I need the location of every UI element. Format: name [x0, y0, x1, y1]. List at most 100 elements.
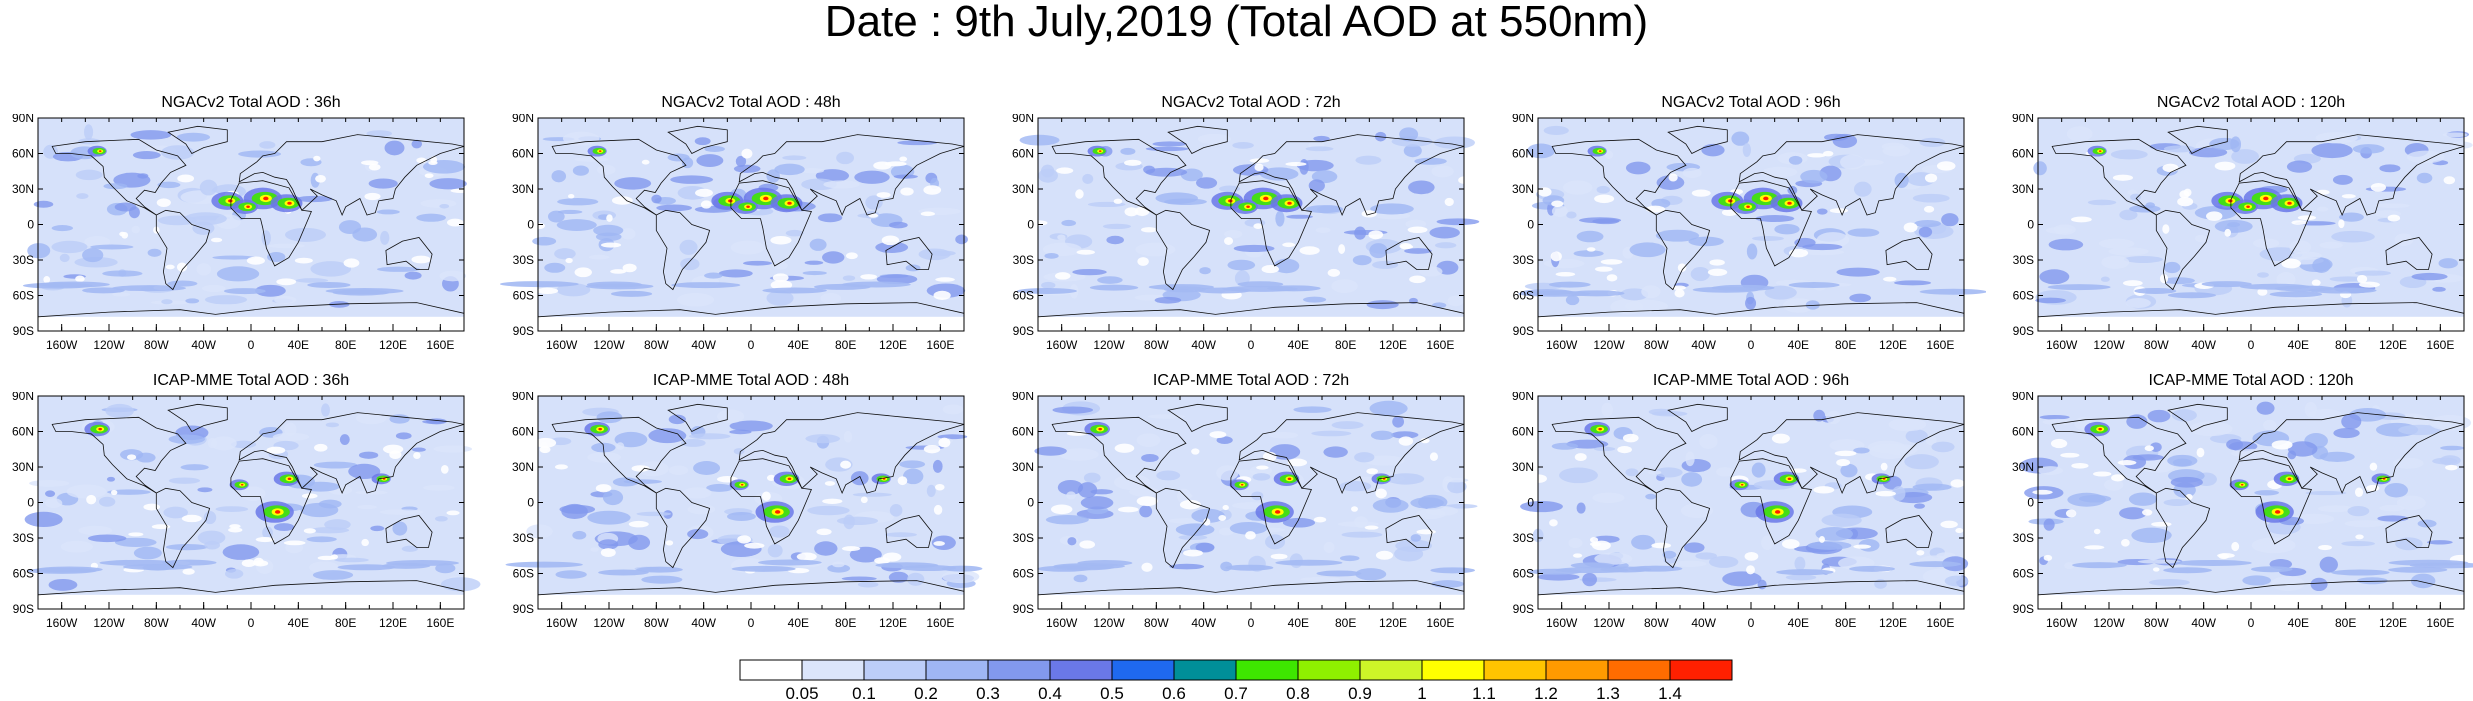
colorbar-label: 1.2	[1534, 684, 1558, 701]
lat-tick-label: 0	[1027, 218, 1034, 232]
lat-tick-label: 30N	[12, 460, 34, 474]
lon-tick-label: 160E	[2426, 616, 2454, 630]
lat-tick-label: 30S	[13, 253, 34, 267]
lat-tick-label: 30N	[2012, 182, 2034, 196]
lon-tick-label: 160E	[1426, 338, 1454, 352]
lon-tick-label: 160W	[1546, 338, 1578, 352]
lon-tick-label: 120E	[879, 616, 907, 630]
colorbar-swatch	[863, 659, 927, 681]
panel-title: ICAP-MME Total AOD : 96h	[1652, 372, 1850, 389]
lon-tick-label: 160W	[1046, 616, 1078, 630]
lon-tick-label: 80W	[644, 616, 669, 630]
lat-tick-label: 60N	[12, 425, 34, 439]
lon-tick-label: 40W	[1691, 616, 1716, 630]
lat-tick-label: 90N	[512, 392, 534, 403]
lon-tick-label: 80W	[1644, 338, 1669, 352]
lon-tick-label: 120E	[2379, 338, 2407, 352]
lat-tick-label: 90N	[12, 392, 34, 403]
colorbar-label: 0.1	[852, 684, 876, 701]
colorbar-swatch	[1421, 659, 1485, 681]
figure-title: Date : 9th July,2019 (Total AOD at 550nm…	[824, 0, 1649, 46]
lon-tick-label: 80E	[835, 338, 856, 352]
lon-tick-label: 0	[748, 338, 755, 352]
lon-tick-label: 0	[1248, 616, 1255, 630]
lat-tick-label: 30N	[12, 182, 34, 196]
lon-tick-label: 160E	[926, 338, 954, 352]
lon-tick-label: 160W	[2046, 616, 2078, 630]
colorbar-label: 0.8	[1286, 684, 1310, 701]
lat-tick-label: 90S	[513, 324, 534, 338]
aod-map: 90N 60N 30N 0 30S 60S 90S 160W 120W 80W 40W 0 40E 80E…	[12, 114, 472, 352]
lon-tick-label: 40W	[691, 616, 716, 630]
lat-tick-label: 30N	[2012, 460, 2034, 474]
lon-tick-label: 40E	[1788, 616, 1809, 630]
lat-tick-label: 30N	[1012, 182, 1034, 196]
lat-tick-label: 30S	[1513, 531, 1534, 545]
lat-tick-label: 90S	[13, 324, 34, 338]
lat-tick-label: 60S	[13, 567, 34, 581]
colorbar-swatch	[801, 659, 865, 681]
lon-tick-label: 120W	[1593, 616, 1625, 630]
lat-tick-label: 90S	[2013, 324, 2034, 338]
lon-tick-label: 40W	[2191, 338, 2216, 352]
colorbar-swatch	[1545, 659, 1609, 681]
lon-tick-label: 120E	[1879, 338, 1907, 352]
lat-tick-label: 90S	[1013, 602, 1034, 616]
lat-tick-label: 90S	[2013, 602, 2034, 616]
lat-tick-label: 90S	[1513, 324, 1534, 338]
colorbar-label: 0.5	[1100, 684, 1124, 701]
lat-tick-label: 60S	[1513, 567, 1534, 581]
lat-tick-label: 60N	[512, 425, 534, 439]
lat-tick-label: 90S	[1013, 324, 1034, 338]
lat-tick-label: 90N	[512, 114, 534, 125]
panel-title: NGACv2 Total AOD : 48h	[661, 94, 841, 111]
lon-tick-label: 80W	[144, 338, 169, 352]
lat-tick-label: 0	[1527, 496, 1534, 510]
lon-tick-label: 120W	[1593, 338, 1625, 352]
lon-tick-label: 160W	[1046, 338, 1078, 352]
lon-tick-label: 160W	[2046, 338, 2078, 352]
lon-tick-label: 80E	[1335, 616, 1356, 630]
lat-tick-label: 30S	[13, 531, 34, 545]
lat-tick-label: 0	[2027, 218, 2034, 232]
lat-tick-label: 90N	[1012, 392, 1034, 403]
lat-tick-label: 60S	[1013, 567, 1034, 581]
lon-tick-label: 120W	[2093, 338, 2125, 352]
colorbar-label: 0.6	[1162, 684, 1186, 701]
lon-tick-label: 0	[1748, 616, 1755, 630]
lon-tick-label: 120W	[2093, 616, 2125, 630]
aod-map: 90N 60N 30N 0 30S 60S 90S 160W 120W 80W 40W 0 40E 80E…	[2012, 114, 2473, 352]
lat-tick-label: 60N	[1012, 147, 1034, 161]
lon-tick-label: 40E	[2288, 616, 2309, 630]
lon-tick-label: 40E	[2288, 338, 2309, 352]
lat-tick-label: 90S	[13, 602, 34, 616]
lon-tick-label: 120W	[593, 338, 625, 352]
lon-tick-label: 0	[748, 616, 755, 630]
colorbar-swatch	[1111, 659, 1175, 681]
lon-tick-label: 160W	[546, 616, 578, 630]
colorbar-label: 0.4	[1038, 684, 1062, 701]
lat-tick-label: 60S	[2013, 567, 2034, 581]
lon-tick-label: 120E	[1379, 616, 1407, 630]
colorbar-swatch	[1235, 659, 1299, 681]
lon-tick-label: 120E	[1379, 338, 1407, 352]
lon-tick-label: 40E	[288, 338, 309, 352]
colorbar-swatch	[1297, 659, 1361, 681]
colorbar-label: 0.7	[1224, 684, 1248, 701]
lon-tick-label: 0	[248, 616, 255, 630]
lat-tick-label: 30N	[1512, 182, 1534, 196]
lon-tick-label: 160W	[546, 338, 578, 352]
colorbar-label: 1.3	[1596, 684, 1620, 701]
lon-tick-label: 120E	[2379, 616, 2407, 630]
lon-tick-label: 80E	[835, 616, 856, 630]
lat-tick-label: 90N	[2012, 114, 2034, 125]
lon-tick-label: 120W	[593, 616, 625, 630]
lat-tick-label: 30N	[1512, 460, 1534, 474]
lon-tick-label: 80E	[1835, 338, 1856, 352]
lat-tick-label: 60N	[512, 147, 534, 161]
lat-tick-label: 60S	[2013, 289, 2034, 303]
lat-tick-label: 60S	[13, 289, 34, 303]
lon-tick-label: 160W	[46, 616, 78, 630]
colorbar-swatch	[987, 659, 1051, 681]
aod-map: 90N 60N 30N 0 30S 60S 90S 160W 120W 80W 40W 0 40E 80E…	[1512, 392, 1969, 630]
